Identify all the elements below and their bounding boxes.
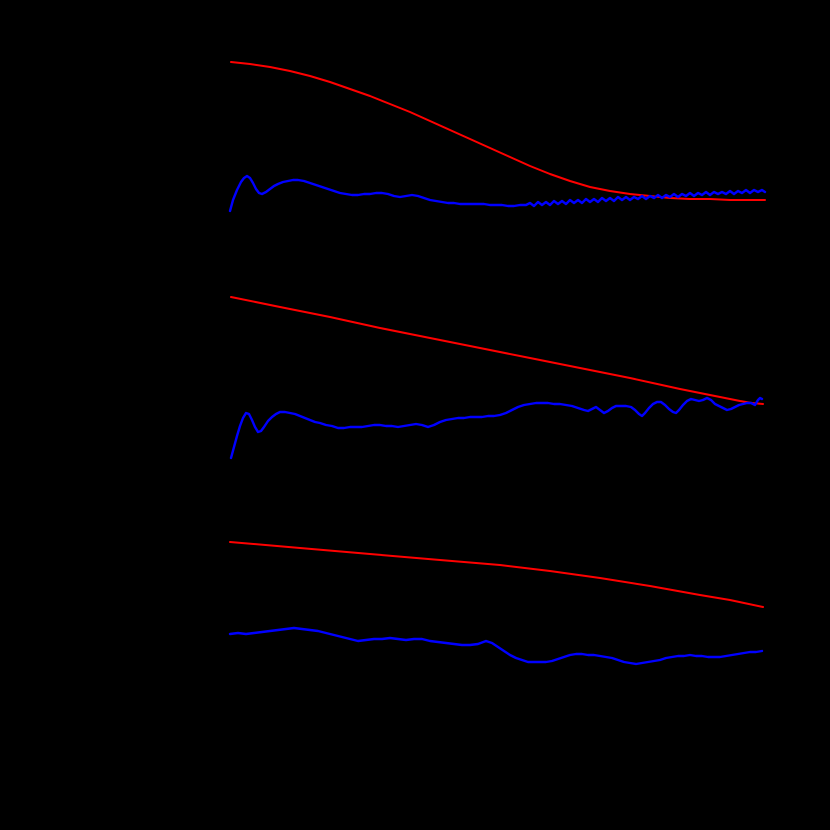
red-smooth-curve-bottom (229, 541, 764, 608)
red-smooth-curve-middle (230, 296, 764, 405)
panel-bottom (228, 541, 764, 666)
panel-top (228, 61, 767, 213)
blue-noisy-curve-middle (229, 396, 764, 460)
panel-middle (229, 296, 764, 460)
red-smooth-curve-top (230, 61, 766, 201)
blue-noisy-curve-top (228, 174, 767, 213)
blue-noisy-curve-bottom (228, 626, 764, 666)
